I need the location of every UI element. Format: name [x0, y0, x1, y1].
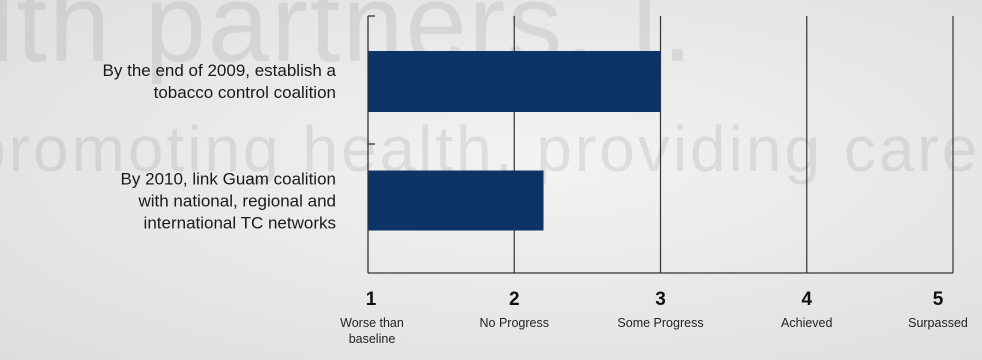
bars	[368, 51, 661, 231]
x-tick-labels: 1 Worse than baseline 2 No Progress 3 Some Pro…	[340, 289, 968, 346]
category-label-line: international TC networks	[144, 214, 336, 233]
axes	[367, 15, 953, 274]
x-tick-number-1: 1	[366, 289, 377, 310]
category-labels: By the end of 2009, establish a tobacco c…	[103, 61, 337, 233]
x-tick-desc-1: Worse than	[340, 316, 404, 330]
x-tick-desc-4: Achieved	[781, 316, 832, 330]
category-label-line: tobacco control coalition	[154, 83, 336, 102]
category-label-line: By 2010, link Guam coalition	[121, 170, 336, 189]
category-label-line: By the end of 2009, establish a	[103, 61, 337, 80]
x-tick-desc-2: No Progress	[480, 316, 549, 330]
category-label-line: with national, regional and	[137, 192, 336, 211]
x-tick-desc-1: baseline	[349, 332, 396, 346]
category-label-2: By 2010, link Guam coalition with nationa…	[121, 170, 336, 233]
x-tick-number-4: 4	[801, 289, 812, 310]
x-tick-number-3: 3	[655, 289, 666, 310]
x-tick-number-2: 2	[509, 289, 520, 310]
x-tick-number-5: 5	[933, 289, 944, 310]
bar-2	[368, 170, 544, 231]
x-tick-desc-5: Surpassed	[908, 316, 968, 330]
bar-1	[368, 51, 661, 112]
x-tick-desc-3: Some Progress	[617, 316, 703, 330]
category-label-1: By the end of 2009, establish a tobacco c…	[103, 61, 337, 102]
